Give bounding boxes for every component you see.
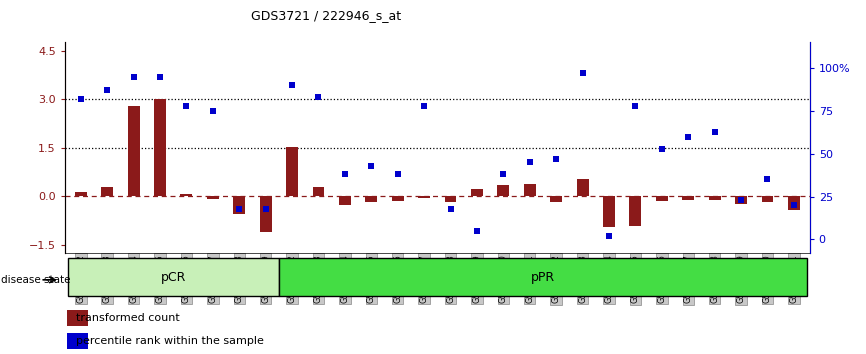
Bar [74, 192, 87, 196]
Text: pPR: pPR [531, 270, 555, 284]
Point [787, 202, 801, 208]
Bar [233, 196, 245, 214]
Point [576, 70, 590, 76]
Bar [735, 196, 747, 204]
Bar [313, 187, 325, 196]
Bar [444, 196, 456, 202]
Point [285, 82, 299, 88]
Point [153, 74, 167, 80]
Point [602, 233, 616, 239]
Point [496, 171, 510, 177]
Bar [127, 105, 139, 196]
Point [708, 129, 721, 135]
Bar [577, 178, 589, 196]
Point [523, 160, 537, 165]
Point [312, 95, 326, 100]
Bar [101, 187, 113, 196]
Text: transformed count: transformed count [76, 313, 179, 323]
Bar [708, 196, 721, 200]
Point [760, 177, 774, 182]
Point [391, 171, 404, 177]
Bar [279, 258, 807, 296]
Point [179, 103, 193, 109]
Bar [207, 196, 219, 199]
Bar [656, 196, 668, 201]
Point [549, 156, 563, 162]
Bar [682, 196, 695, 200]
Bar [68, 310, 88, 326]
Bar [550, 196, 562, 202]
Bar [286, 147, 298, 196]
Point [365, 163, 378, 169]
Point [100, 87, 114, 93]
Text: pCR: pCR [160, 270, 186, 284]
Bar [524, 184, 536, 196]
Bar [418, 196, 430, 198]
Bar [788, 196, 800, 210]
Bar [180, 194, 192, 196]
Bar [761, 196, 773, 202]
Point [682, 134, 695, 139]
Bar [339, 196, 351, 205]
Bar [154, 98, 166, 196]
Point [734, 197, 748, 203]
Point [206, 108, 220, 114]
Point [629, 103, 643, 109]
Point [259, 206, 273, 211]
Bar [391, 196, 404, 201]
Bar [365, 196, 378, 202]
Point [655, 146, 669, 152]
Bar [497, 185, 509, 196]
Point [417, 103, 431, 109]
Bar [630, 196, 642, 225]
Point [443, 206, 457, 211]
Bar [603, 196, 615, 227]
Text: GDS3721 / 222946_s_at: GDS3721 / 222946_s_at [250, 9, 401, 22]
Point [126, 74, 140, 80]
Bar [471, 189, 483, 196]
Text: disease state: disease state [1, 275, 70, 285]
Point [470, 228, 484, 234]
Point [74, 96, 87, 102]
Bar [68, 258, 279, 296]
Text: percentile rank within the sample: percentile rank within the sample [76, 336, 263, 346]
Bar [68, 333, 88, 349]
Point [338, 171, 352, 177]
Point [232, 206, 246, 211]
Bar [260, 196, 272, 232]
